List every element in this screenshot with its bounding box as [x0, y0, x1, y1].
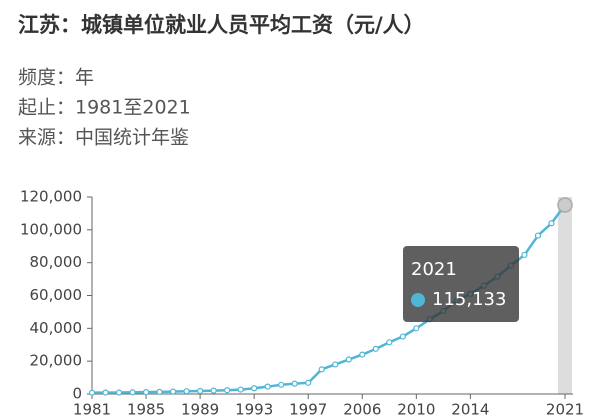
point	[372, 345, 379, 352]
point	[399, 333, 406, 340]
point	[413, 325, 420, 332]
point	[345, 356, 352, 363]
subtitle: 来源：中国统计年鉴	[18, 127, 189, 149]
y-tick-label: 120,000	[20, 188, 82, 206]
x-tick-label: 1981	[73, 401, 111, 416]
point	[129, 389, 136, 396]
x-tick-label: 1997	[289, 401, 327, 416]
point	[359, 351, 366, 358]
y-tick-label: 20,000	[30, 352, 83, 370]
x-tick-label: 1985	[127, 401, 165, 416]
point	[548, 220, 555, 227]
tooltip: 2021 115,133	[403, 246, 519, 322]
point	[534, 232, 542, 239]
point	[210, 387, 217, 394]
point	[521, 251, 528, 259]
point	[102, 389, 109, 396]
x-tick-label: 2006	[343, 401, 381, 416]
point	[156, 388, 163, 395]
subtitle: 频度：年	[18, 67, 94, 89]
x-tick-label: 2014	[451, 401, 489, 416]
y-tick-label: 0	[72, 385, 82, 403]
tooltip-box	[403, 246, 519, 322]
tooltip-title: 2021	[411, 259, 457, 280]
point	[332, 361, 339, 368]
point	[183, 388, 190, 395]
point	[142, 389, 150, 396]
point	[278, 381, 285, 388]
point	[88, 389, 96, 396]
chart-title: 江苏：城镇单位就业人员平均工资（元/人）	[18, 13, 425, 37]
point	[386, 339, 393, 346]
x-tick-label: 2021	[546, 401, 584, 416]
point	[169, 388, 177, 395]
y-tick-label: 60,000	[30, 286, 83, 304]
hover-band	[558, 197, 572, 394]
y-tick-label: 100,000	[20, 220, 82, 238]
point	[237, 386, 244, 393]
subtitle: 起止：1981至2021	[18, 97, 191, 119]
x-tick-label: 1993	[235, 401, 273, 416]
point	[318, 366, 325, 373]
point	[264, 383, 271, 390]
tooltip-dot	[411, 293, 425, 307]
point	[224, 387, 231, 394]
point	[251, 385, 258, 392]
point	[291, 380, 298, 387]
tooltip-value: 115,133	[432, 289, 506, 310]
point	[557, 197, 573, 213]
y-tick-label: 40,000	[30, 319, 83, 337]
x-tick-label: 1989	[181, 401, 219, 416]
x-tick-label: 2010	[397, 401, 435, 416]
point	[115, 389, 123, 396]
y-tick-label: 80,000	[30, 253, 83, 271]
point	[305, 379, 312, 386]
point	[197, 387, 204, 395]
